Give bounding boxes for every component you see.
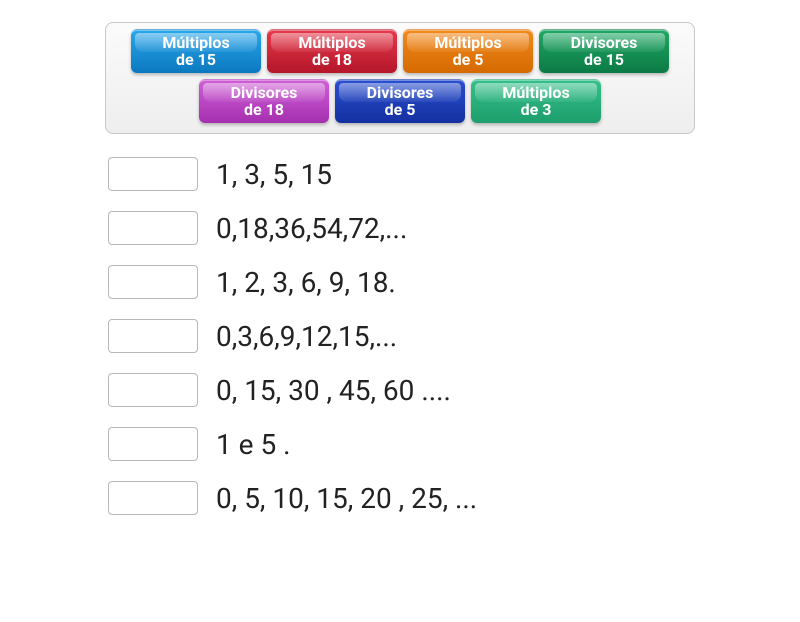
tag-line2: de 18 bbox=[312, 52, 352, 69]
answer-row: 1, 3, 5, 15 bbox=[108, 152, 800, 196]
drop-slot[interactable] bbox=[108, 319, 198, 353]
tag-panel: Múltiplos de 15 Múltiplos de 18 Múltiplo… bbox=[105, 22, 695, 134]
tag-line2: de 15 bbox=[176, 52, 216, 69]
tag-line1: Múltiplos bbox=[298, 35, 365, 52]
tag-line1: Múltiplos bbox=[502, 85, 569, 102]
tag-line2: de 5 bbox=[453, 52, 484, 69]
answers-list: 1, 3, 5, 15 0,18,36,54,72,... 1, 2, 3, 6… bbox=[108, 152, 800, 520]
answer-row: 0,18,36,54,72,... bbox=[108, 206, 800, 250]
tag-multiplos-5[interactable]: Múltiplos de 5 bbox=[403, 29, 533, 73]
answer-text: 1, 3, 5, 15 bbox=[216, 158, 332, 191]
drop-slot[interactable] bbox=[108, 157, 198, 191]
tag-line1: Divisores bbox=[571, 35, 638, 52]
answer-row: 1 e 5 . bbox=[108, 422, 800, 466]
tag-multiplos-15[interactable]: Múltiplos de 15 bbox=[131, 29, 261, 73]
tag-multiplos-3[interactable]: Múltiplos de 3 bbox=[471, 79, 601, 123]
answer-text: 0, 5, 10, 15, 20 , 25, ... bbox=[216, 482, 477, 515]
tag-line1: Divisores bbox=[367, 85, 434, 102]
drop-slot[interactable] bbox=[108, 481, 198, 515]
answer-row: 1, 2, 3, 6, 9, 18. bbox=[108, 260, 800, 304]
answer-text: 1, 2, 3, 6, 9, 18. bbox=[216, 266, 396, 299]
answer-text: 0,18,36,54,72,... bbox=[216, 212, 407, 245]
drop-slot[interactable] bbox=[108, 427, 198, 461]
tag-line1: Múltiplos bbox=[162, 35, 229, 52]
answer-row: 0, 5, 10, 15, 20 , 25, ... bbox=[108, 476, 800, 520]
tag-line2: de 15 bbox=[584, 52, 624, 69]
answer-text: 0,3,6,9,12,15,... bbox=[216, 320, 397, 353]
drop-slot[interactable] bbox=[108, 373, 198, 407]
tag-divisores-15[interactable]: Divisores de 15 bbox=[539, 29, 669, 73]
drop-slot[interactable] bbox=[108, 211, 198, 245]
tag-divisores-18[interactable]: Divisores de 18 bbox=[199, 79, 329, 123]
tag-line2: de 18 bbox=[244, 102, 284, 119]
tag-line2: de 5 bbox=[385, 102, 416, 119]
tag-divisores-5[interactable]: Divisores de 5 bbox=[335, 79, 465, 123]
answer-row: 0, 15, 30 , 45, 60 .... bbox=[108, 368, 800, 412]
tag-multiplos-18[interactable]: Múltiplos de 18 bbox=[267, 29, 397, 73]
answer-row: 0,3,6,9,12,15,... bbox=[108, 314, 800, 358]
tag-line2: de 3 bbox=[521, 102, 552, 119]
tag-line1: Divisores bbox=[231, 85, 298, 102]
answer-text: 0, 15, 30 , 45, 60 .... bbox=[216, 374, 451, 407]
answer-text: 1 e 5 . bbox=[216, 428, 291, 461]
tag-line1: Múltiplos bbox=[434, 35, 501, 52]
drop-slot[interactable] bbox=[108, 265, 198, 299]
